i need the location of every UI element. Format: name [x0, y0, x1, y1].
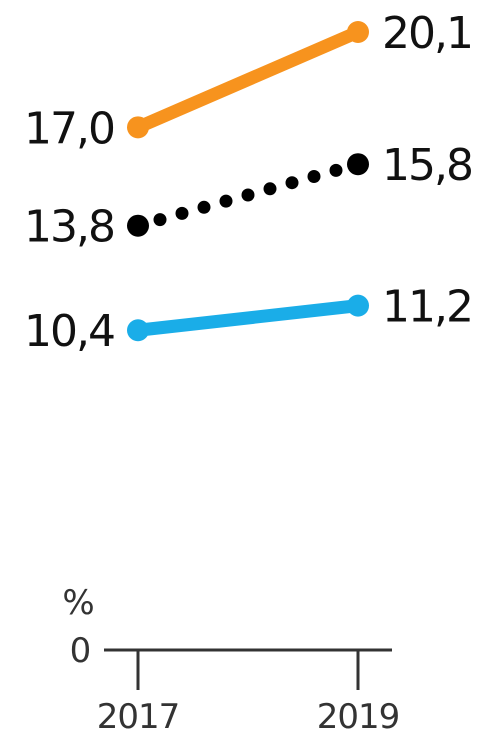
blue-series-point-2017: [127, 319, 149, 342]
orange-series: 17,0 20,1: [24, 8, 474, 154]
blue-series-line: [131, 299, 365, 337]
x-axis: 2017 2019 % 0: [62, 583, 400, 735]
black-dotted-series: 13,8 15,8: [24, 140, 474, 253]
orange-series-line: [131, 25, 365, 134]
orange-series-label-2019: 20,1: [382, 8, 472, 59]
black-dotted-series-dot-7: [285, 176, 299, 190]
y-tick-label-zero: 0: [70, 631, 91, 671]
black-dotted-series-point-2019: [347, 153, 369, 176]
blue-series: 10,4 11,2: [24, 282, 474, 358]
black-dotted-series-dot-4: [219, 194, 233, 208]
x-tick-label-2019: 2019: [317, 697, 400, 735]
y-unit-label: %: [62, 583, 93, 623]
blue-series-label-2017: 10,4: [24, 306, 114, 357]
black-dotted-series-dot-3: [197, 200, 211, 214]
black-dotted-series-point-2017: [127, 214, 149, 237]
blue-series-label-2019: 11,2: [382, 282, 472, 333]
orange-series-point-2017: [127, 116, 149, 139]
black-dotted-series-dot-6: [263, 182, 277, 196]
orange-series-label-2017: 17,0: [24, 103, 114, 154]
black-dotted-series-dot-5: [241, 188, 255, 202]
black-dotted-series-label-2019: 15,8: [382, 140, 472, 191]
black-dotted-series-dot-1: [153, 213, 167, 227]
blue-series-point-2019: [347, 294, 369, 317]
orange-series-point-2019: [347, 21, 369, 43]
series-group: 17,0 20,1 13,8 15,8 10,4 11,2: [24, 8, 474, 358]
black-dotted-series-dot-9: [329, 163, 343, 177]
black-dotted-series-dot-2: [175, 206, 189, 220]
black-dotted-series-label-2017: 13,8: [24, 202, 114, 253]
black-dotted-series-dot-8: [307, 170, 321, 183]
x-tick-label-2017: 2017: [97, 697, 180, 735]
